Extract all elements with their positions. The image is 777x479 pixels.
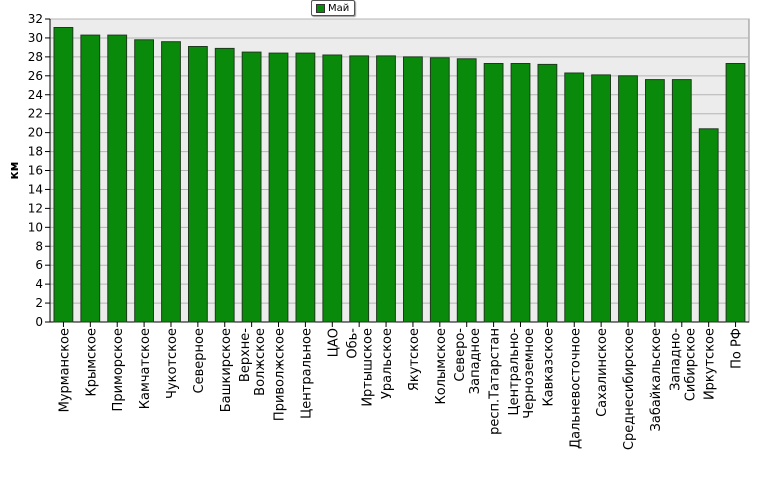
bar — [403, 56, 423, 323]
y-tick-label: 2 — [35, 296, 43, 310]
legend-swatch — [316, 3, 325, 13]
bar — [510, 63, 531, 323]
x-tick-label: Чукотское — [165, 328, 180, 399]
x-tick-label: Башкирское — [219, 328, 234, 412]
bar — [214, 47, 235, 323]
y-tick-label: 22 — [28, 107, 43, 121]
bar — [456, 58, 477, 323]
x-tick-label: Колымское — [434, 328, 449, 405]
x-tick-label: Северное — [192, 328, 207, 393]
bar — [107, 34, 128, 323]
x-tick-label: Обь- — [346, 328, 361, 359]
x-tick-label: Верхне- — [238, 328, 253, 382]
x-tick-label: Мурманское — [57, 328, 72, 412]
x-tick-label: Камчатское — [138, 328, 153, 409]
x-tick-label: По РФ — [730, 328, 745, 369]
bar — [591, 74, 612, 323]
bar — [268, 52, 289, 323]
y-tick-label: 28 — [28, 50, 43, 64]
bar — [376, 55, 396, 323]
y-tick-label: 30 — [28, 31, 43, 45]
x-tick-label: Черноземное — [522, 328, 537, 419]
y-tick-label: 20 — [28, 126, 43, 140]
bar — [134, 39, 154, 323]
y-tick-label: 14 — [28, 182, 43, 196]
x-tick-label: Центрально- — [507, 328, 522, 416]
x-tick-label: Сибирское — [683, 328, 698, 401]
bar — [161, 41, 181, 323]
y-tick-label: 8 — [35, 239, 43, 253]
x-tick-label: Сахалинское — [595, 328, 610, 417]
x-tick-label: Дальневосточное — [568, 328, 583, 449]
bar — [241, 51, 262, 323]
bar — [671, 79, 692, 323]
x-tick-label: Приволжское — [273, 328, 288, 421]
x-tick-label: Северо- — [453, 328, 468, 382]
bar — [483, 63, 504, 323]
y-tick-label: 24 — [28, 88, 43, 102]
x-tick-label: Западно- — [668, 328, 683, 391]
bar — [725, 63, 746, 323]
bar — [537, 63, 558, 323]
y-tick-label: 4 — [35, 277, 43, 291]
x-tick-label: Забайкальское — [649, 328, 664, 431]
bar — [188, 46, 208, 323]
x-tick-label: Приморское — [111, 328, 126, 411]
bar — [429, 57, 450, 323]
y-tick-label: 32 — [28, 12, 43, 26]
y-tick-label: 0 — [35, 315, 43, 329]
y-tick-label: 18 — [28, 145, 43, 159]
bar — [564, 72, 585, 323]
bar — [349, 55, 370, 323]
y-tick-label: 10 — [28, 220, 43, 234]
bar — [645, 79, 665, 323]
x-tick-label: ЦАО — [326, 328, 341, 357]
x-tick-label: Западное — [468, 328, 483, 394]
y-tick-label: 12 — [28, 201, 43, 215]
bar — [53, 27, 74, 323]
legend: Май — [311, 0, 356, 16]
x-tick-label: Иртышское — [361, 328, 376, 407]
x-tick-label: Центральное — [299, 328, 314, 419]
bar — [618, 75, 638, 323]
x-tick-label: Якутское — [407, 328, 422, 391]
x-tick-label: Волжское — [253, 328, 268, 396]
legend-label: Май — [328, 2, 350, 14]
x-tick-label: Кавказское — [541, 328, 556, 407]
x-tick-label: Крымское — [84, 328, 99, 397]
x-tick-label: Уральское — [380, 328, 395, 399]
bar — [80, 34, 101, 323]
y-axis-label: км — [7, 162, 21, 180]
y-tick-label: 16 — [28, 164, 43, 178]
y-tick-label: 6 — [35, 258, 43, 272]
x-tick-label: Среднесибирское — [622, 328, 637, 450]
bar — [295, 52, 316, 323]
x-tick-label: респ.Татарстан — [488, 328, 503, 435]
y-tick-label: 26 — [28, 69, 43, 83]
bar — [698, 128, 719, 323]
bar — [322, 54, 343, 323]
x-tick-label: Иркутское — [703, 328, 718, 400]
